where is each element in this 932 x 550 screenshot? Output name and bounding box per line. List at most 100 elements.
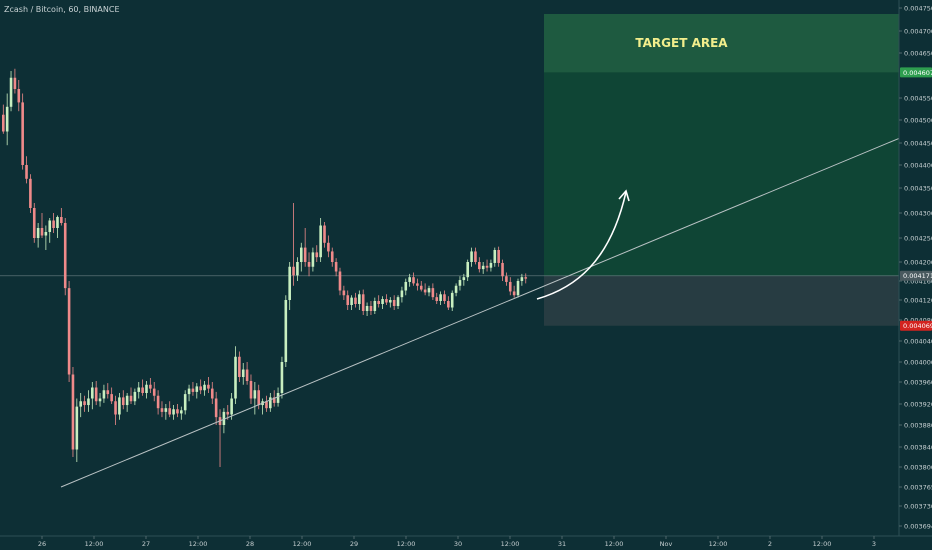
x-tick-label: 29 [350, 540, 358, 548]
y-tick-label: 0.004700 [904, 27, 932, 35]
candle [176, 404, 179, 418]
candle-body [79, 401, 82, 407]
y-tick-label: 0.004300 [904, 209, 932, 217]
candle-body [60, 217, 63, 223]
candle-body [203, 384, 206, 391]
candle-body [276, 393, 280, 403]
candle-body [389, 300, 392, 303]
x-tick-label: 31 [558, 540, 566, 548]
candle-body [199, 386, 202, 391]
candle [265, 395, 268, 412]
candle [508, 277, 512, 296]
candle-body [13, 77, 17, 89]
candle-body [470, 251, 473, 262]
trendline[interactable] [60, 137, 900, 488]
candle [222, 408, 226, 434]
candle-body [296, 262, 299, 276]
price-axis[interactable]: 0.004750 0.004700 0.004650 0.004550 0.004500… [899, 4, 932, 530]
candle [439, 291, 442, 305]
candle-body [129, 395, 133, 402]
x-tick-label: 12:00 [85, 540, 104, 548]
candle-body [431, 288, 435, 298]
candle-body [29, 178, 32, 208]
candle-body [323, 225, 326, 243]
price-badge-target-label: 0.004607 [903, 69, 932, 77]
candle-body [214, 398, 218, 418]
candle-body [489, 262, 493, 268]
candle-body [439, 294, 442, 301]
candle [191, 382, 195, 396]
time-axis[interactable]: 26 12:00 27 12:00 28 12:00 29 12:00 30 12:00 31 12:… [38, 536, 876, 548]
candle-body [516, 281, 520, 296]
candle [485, 259, 489, 272]
y-tick-label: 0.004350 [904, 184, 932, 192]
candle-body [269, 397, 272, 409]
candle [392, 295, 396, 310]
candle [249, 374, 253, 404]
candle-body [485, 265, 489, 268]
candle [5, 93, 9, 146]
candle [501, 259, 504, 281]
candle [94, 381, 98, 406]
candle-body [466, 262, 469, 278]
candle-body [423, 289, 427, 293]
candle-body [404, 281, 408, 291]
candle-body [87, 398, 90, 406]
candle [315, 245, 319, 262]
candle [408, 273, 411, 287]
candle-body [44, 232, 48, 236]
candle-body [98, 398, 102, 402]
candle-body [481, 265, 485, 270]
candle-body [427, 288, 431, 293]
candle [91, 382, 94, 410]
y-tick-label: 0.004650 [904, 49, 932, 57]
y-tick-label: 0.003840 [904, 443, 932, 451]
candle-body [245, 369, 249, 381]
candle [450, 290, 454, 311]
candle [164, 404, 168, 420]
y-tick-label: 0.004750 [904, 4, 932, 12]
candle [214, 391, 218, 425]
candle [296, 257, 299, 281]
candle-body [114, 401, 117, 415]
candle [40, 213, 44, 238]
candle-body [299, 247, 303, 262]
candle-body [156, 395, 160, 409]
target-area-label: TARGET AREA [635, 36, 728, 50]
y-tick-label: 0.004400 [904, 161, 932, 169]
candle [447, 296, 450, 310]
candle-body [338, 271, 342, 291]
projection-arrow-head [618, 189, 630, 202]
candle [435, 292, 439, 304]
candle [524, 273, 528, 284]
x-tick-label: 12:00 [189, 540, 208, 548]
y-tick-label: 0.004200 [904, 258, 932, 266]
candle [172, 405, 175, 420]
x-tick-label: 12:00 [813, 540, 832, 548]
price-badge-target [900, 67, 932, 78]
candle-body [342, 290, 346, 296]
candle [319, 218, 322, 262]
candle-body [195, 386, 199, 392]
x-tick-label: 12:00 [397, 540, 416, 548]
candle [156, 390, 160, 415]
candle-body [180, 410, 183, 414]
candle-body [152, 388, 156, 396]
candle [307, 252, 311, 277]
candle-body [416, 283, 419, 286]
candle [497, 246, 500, 267]
candle [207, 377, 210, 393]
candle [203, 381, 206, 396]
candle-body [361, 294, 365, 311]
candle [470, 247, 473, 267]
candle [44, 225, 48, 250]
candle-body [63, 223, 67, 289]
candles-layer [1, 68, 528, 467]
candle-body [493, 250, 497, 263]
x-tick-label: 3 [872, 540, 876, 548]
y-tick-label: 0.003920 [904, 400, 932, 408]
candle [9, 71, 13, 112]
candle-body [377, 301, 380, 304]
candle-body [408, 277, 411, 282]
